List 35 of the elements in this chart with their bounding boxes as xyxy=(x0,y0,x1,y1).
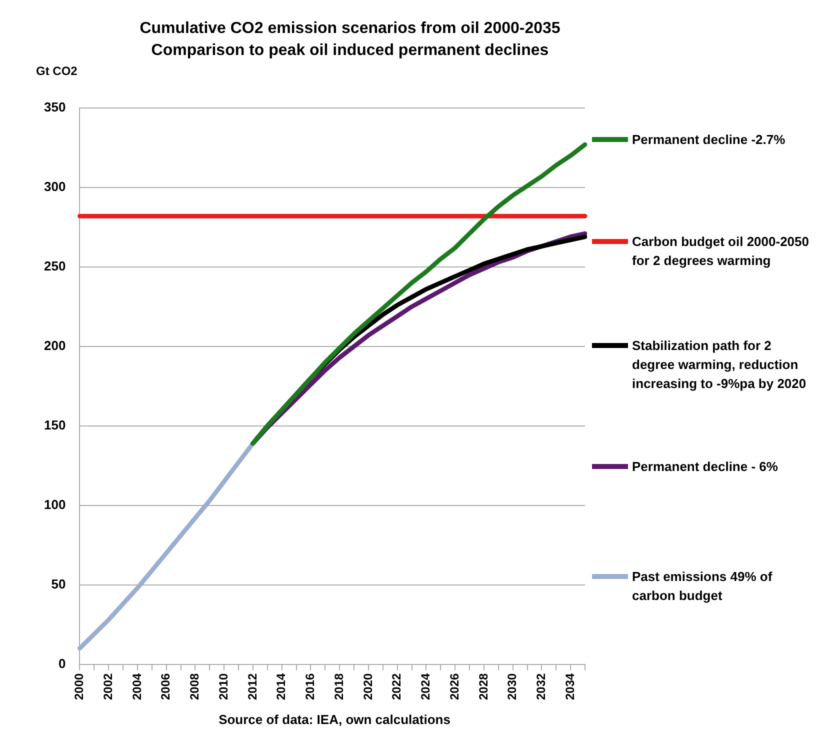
y-tick-label: 300 xyxy=(44,179,66,194)
y-tick-label: 200 xyxy=(44,338,66,353)
y-tick-label: 150 xyxy=(44,417,66,432)
x-tick-label: 2026 xyxy=(447,672,462,700)
y-tick-label: 100 xyxy=(44,496,66,512)
x-tick-label: 2012 xyxy=(245,672,260,700)
chart-title: Cumulative CO2 emission scenarios from oil 2000-2035 xyxy=(138,19,562,39)
source-note: Source of data: IEA, own calculations xyxy=(218,712,452,727)
legend-label: Carbon budget oil 2000-2050 for 2 degrees warming xyxy=(631,233,810,270)
y-axis-title: Gt CO2 xyxy=(36,64,78,78)
x-tick-label: 2010 xyxy=(216,672,230,700)
y-tick-label: 250 xyxy=(44,258,66,274)
y-tick-label: 50 xyxy=(51,576,66,592)
x-tick-label: 2014 xyxy=(274,672,288,700)
x-tick-label: 2028 xyxy=(476,672,490,700)
x-tick-label: 2018 xyxy=(332,672,346,700)
x-tick-label: 2006 xyxy=(158,672,173,700)
x-tick-label: 2016 xyxy=(303,672,317,700)
chart-subtitle: Comparison to peak oil induced permanent declines xyxy=(150,41,550,61)
legend-label: Permanent decline - 6% xyxy=(631,458,778,476)
x-tick-label: 2000 xyxy=(72,672,86,700)
x-tick-label: 2030 xyxy=(505,672,520,700)
x-tick-label: 2022 xyxy=(390,672,404,700)
x-tick-label: 2004 xyxy=(130,672,144,700)
x-tick-label: 2008 xyxy=(188,672,202,700)
legend-label: Past emissions 49% of carbon budget xyxy=(631,568,774,605)
x-tick-label: 2024 xyxy=(418,672,432,700)
y-tick-label: 350 xyxy=(44,100,66,115)
x-tick-label: 2002 xyxy=(100,672,115,700)
x-tick-label: 2034 xyxy=(562,672,577,700)
y-tick-label: 0 xyxy=(58,656,66,671)
x-tick-label: 2032 xyxy=(534,672,548,700)
legend-label: Stabilization path for 2 degree warming, reduction increasing to -9%pa by 2020 xyxy=(631,337,808,393)
x-tick-label: 2020 xyxy=(360,672,375,700)
legend-label: Permanent decline -2.7% xyxy=(631,131,786,149)
